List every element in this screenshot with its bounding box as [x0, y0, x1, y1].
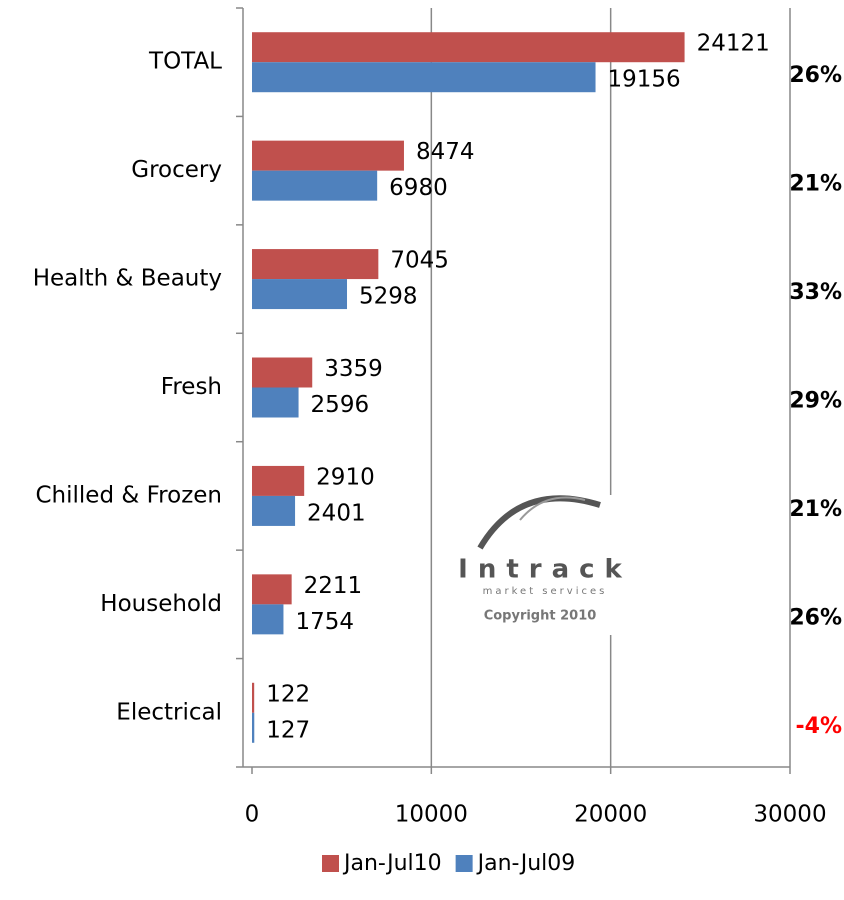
legend-swatch	[322, 855, 339, 872]
bar	[252, 249, 379, 280]
y-tick-label: Chilled & Frozen	[36, 482, 223, 508]
growth-label: 26%	[789, 605, 842, 630]
bar	[252, 712, 255, 743]
growth-label: -4%	[796, 714, 842, 739]
bar	[252, 604, 284, 635]
value-label: 122	[266, 681, 310, 707]
logo-arc	[519, 496, 586, 521]
x-tick-label: 0	[245, 802, 260, 828]
legend-label: Jan-Jul10	[342, 851, 442, 876]
y-tick-label: Electrical	[116, 699, 222, 725]
legend-label: Jan-Jul09	[476, 851, 576, 876]
value-label: 127	[266, 717, 310, 743]
value-label: 1754	[295, 609, 354, 635]
value-label: 2401	[307, 500, 366, 526]
logo-arc	[477, 495, 601, 550]
value-label: 19156	[608, 67, 681, 93]
bar	[252, 574, 292, 605]
watermark-name: Intrack	[458, 555, 632, 585]
legend-swatch	[455, 855, 473, 872]
bar	[252, 357, 313, 388]
growth-label: 33%	[789, 280, 842, 305]
growth-label: 21%	[789, 497, 842, 522]
y-tick-label: Health & Beauty	[33, 266, 222, 292]
bar	[252, 62, 596, 93]
y-tick-label: TOTAL	[148, 49, 222, 75]
growth-label: 21%	[789, 172, 842, 197]
bar	[252, 170, 378, 201]
growth-label: 29%	[789, 389, 842, 414]
watermark-tagline: market services	[483, 586, 608, 597]
y-tick-label: Household	[100, 591, 222, 617]
value-label: 7045	[390, 248, 449, 274]
value-label: 5298	[359, 284, 418, 310]
watermark: Intrack market services Copyright 2010	[458, 495, 632, 635]
y-tick-label: Grocery	[131, 157, 222, 183]
bar	[252, 495, 296, 526]
watermark-backdrop	[470, 495, 630, 635]
growth-label: 26%	[789, 63, 842, 88]
bar	[252, 387, 299, 418]
bar	[252, 140, 404, 171]
bar	[252, 32, 685, 63]
value-label: 24121	[697, 31, 770, 57]
x-tick-label: 20000	[574, 802, 647, 828]
value-label: 2910	[316, 464, 375, 490]
value-label: 8474	[416, 139, 475, 165]
value-label: 6980	[389, 175, 448, 201]
bar	[252, 682, 255, 713]
bar	[252, 279, 348, 310]
value-label: 2211	[304, 573, 363, 599]
x-tick-label: 30000	[753, 802, 826, 828]
value-label: 2596	[311, 392, 370, 418]
watermark-copyright: Copyright 2010	[484, 609, 597, 624]
y-tick-label: Fresh	[161, 374, 222, 400]
bar	[252, 465, 305, 496]
x-tick-label: 10000	[395, 802, 468, 828]
value-label: 3359	[324, 356, 383, 382]
